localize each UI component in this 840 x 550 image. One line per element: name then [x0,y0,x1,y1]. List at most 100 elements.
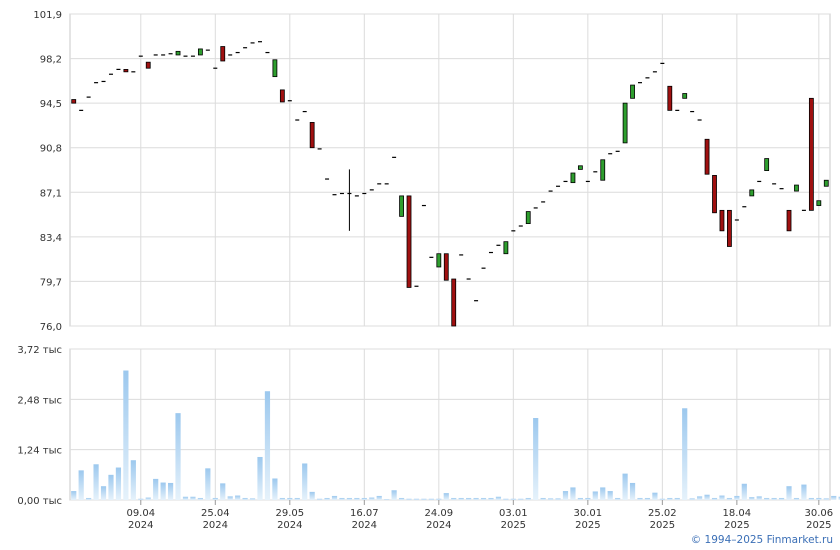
volume-bar [682,408,688,500]
candle-up [175,50,181,56]
x-tick-date: 30.01 [574,508,603,519]
candle-down [279,89,285,103]
volume-bar [488,497,494,500]
volume-bar [227,496,233,500]
volume-bar [629,482,636,500]
volume-bar [577,497,583,500]
x-tick-year: 2024 [277,520,302,531]
volume-bar [287,497,293,500]
volume-bar [167,482,174,500]
volume-bar [771,497,777,500]
candle-up [794,184,799,192]
volume-bar [659,498,665,500]
x-axis: 09.04202425.04202429.05202416.07202424.0… [126,500,833,531]
volume-bar [644,497,651,500]
candle-down [406,195,412,288]
volume-bar [212,497,218,500]
volume-bar [466,497,472,500]
volume-bar [667,497,673,500]
volume-bar [585,497,591,500]
volume-bar [391,490,397,500]
candle-down [220,46,226,62]
volume-bar [123,370,129,500]
volume-bar [331,495,338,500]
volume-bar [376,495,382,500]
price-tick-label: 76,0 [40,322,62,333]
volume-bar [458,497,464,500]
volume-bar [756,496,762,500]
candle-up [622,102,628,144]
volume-bar [235,495,241,500]
volume-bar [302,463,308,500]
volume-bar [443,493,449,500]
volume-bar [831,495,837,500]
candle-down [443,253,449,281]
candle-up [197,48,203,56]
volume-bar [354,497,360,500]
volume-bar [592,491,598,500]
volume-bar [704,494,710,500]
volume-bar [622,473,628,500]
volume-bar [309,491,315,500]
volume-bar [436,498,442,500]
volume-bar [764,497,770,500]
x-tick-year: 2025 [724,520,749,531]
volume-bar [71,491,77,500]
volume-bar [495,496,502,500]
candle-up [600,159,606,181]
volume-bar [115,467,122,500]
volume-bar [86,497,92,500]
volume-bar [264,391,271,500]
volume-bar [451,497,457,500]
volume-bar [384,499,390,500]
price-tick-label: 83,4 [40,233,62,244]
candle-up [749,189,755,197]
candle-up [823,179,829,187]
volume-bar [719,495,725,500]
candle-up [399,195,404,217]
x-tick-date: 18.04 [723,508,752,519]
volume-bar [138,498,144,500]
price-tick-label: 101,9 [33,10,62,21]
volume-bar [324,497,330,500]
volume-bar [78,470,84,500]
candle-up [816,200,822,206]
candle-down [123,69,129,73]
candle-down [808,97,814,211]
x-tick-year: 2025 [806,520,831,531]
x-tick-year: 2025 [650,520,675,531]
volume-bar [272,478,278,500]
volume-bar [413,498,420,500]
volume-bar [749,497,755,500]
volume-bar [421,498,427,500]
x-tick-date: 25.02 [648,508,677,519]
volume-bar [786,486,792,500]
volume-bar [108,474,114,500]
volume-bar [197,497,203,500]
volume-bar [689,498,695,500]
volume-bar [294,497,300,500]
volume-bar [190,496,196,500]
candle-up [764,158,770,172]
volume-bar [339,497,345,500]
candle-down [667,85,673,111]
volume-bar [533,418,539,500]
candle-down [71,99,77,104]
volume-bar [555,498,561,500]
volume-bar [838,496,840,500]
x-tick-year: 2024 [352,520,377,531]
volume-panel: 3,72 тыс 2,48 тыс 1,24 тыс 0,00 тыс [17,345,840,507]
candle-down [704,138,710,175]
volume-bar [793,497,800,500]
volume-tick-label: 3,72 тыс [17,345,62,356]
candle-up [570,172,576,184]
x-tick-date: 03.01 [499,508,528,519]
volume-bar [562,491,569,500]
volume-bar [428,498,434,500]
volume-bar [93,464,99,500]
volume-bar [145,497,151,500]
volume-bar [249,498,256,500]
volume-bar [540,497,546,500]
copyright-link[interactable]: © 1994–2025 Finmarket.ru [690,534,833,546]
